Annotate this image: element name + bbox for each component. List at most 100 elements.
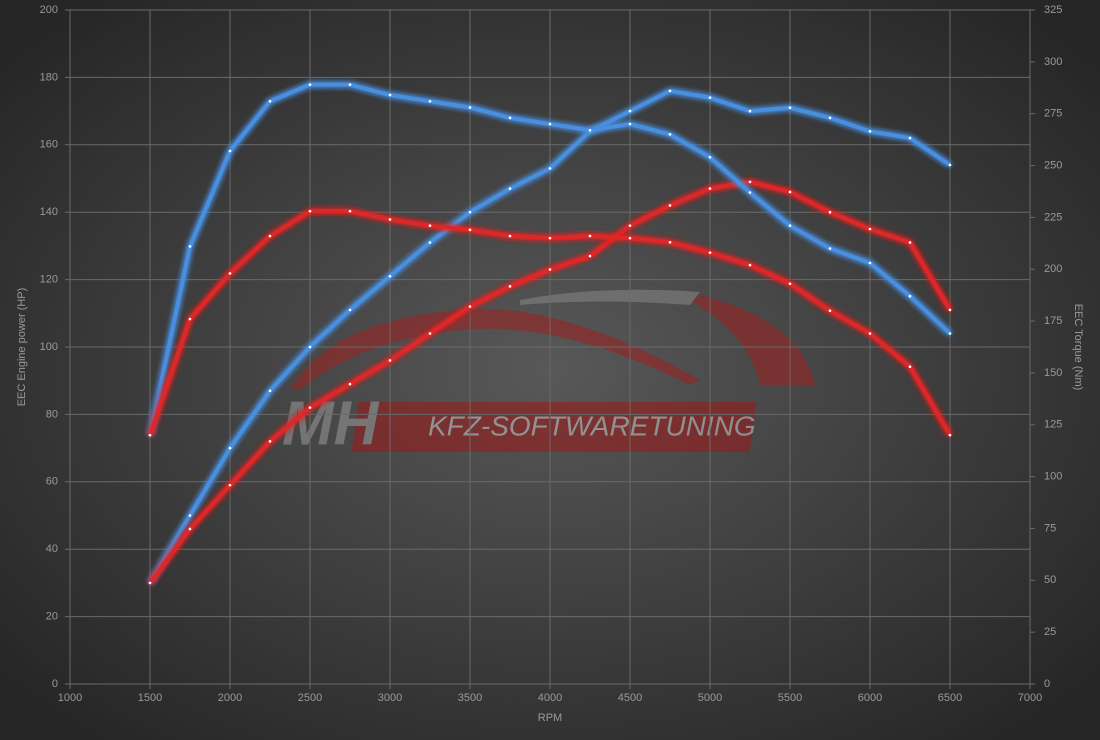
- data-point: [348, 382, 352, 386]
- data-point: [708, 155, 712, 159]
- data-point: [548, 122, 552, 126]
- data-point: [828, 309, 832, 313]
- y2-tick-label: 75: [1044, 522, 1056, 534]
- y2-tick-label: 150: [1044, 367, 1062, 379]
- data-point: [308, 83, 312, 86]
- y-tick-label: 180: [40, 71, 58, 83]
- data-point: [748, 109, 752, 113]
- data-point: [188, 317, 192, 321]
- data-point: [388, 274, 392, 278]
- data-point: [428, 224, 432, 227]
- data-point: [868, 227, 872, 231]
- data-point: [508, 187, 512, 190]
- data-point: [908, 241, 912, 244]
- data-point: [948, 308, 952, 312]
- data-point: [188, 527, 192, 531]
- data-point: [668, 133, 672, 136]
- data-point: [348, 308, 352, 312]
- x-tick-label: 5500: [778, 692, 802, 704]
- data-point: [308, 209, 312, 213]
- y2-axis-label: EEC Torque (Nm): [1072, 304, 1084, 391]
- data-point: [508, 285, 512, 288]
- data-point: [308, 345, 312, 349]
- data-point: [588, 254, 592, 258]
- y-tick-label: 80: [46, 408, 58, 420]
- y2-tick-label: 175: [1044, 315, 1062, 327]
- data-point: [228, 149, 232, 153]
- data-point: [228, 446, 232, 450]
- watermark-left: MH: [282, 389, 380, 458]
- x-axis-label: RPM: [538, 712, 562, 724]
- data-point: [228, 483, 232, 487]
- y2-tick-label: 325: [1044, 4, 1062, 16]
- data-point: [628, 122, 632, 126]
- x-tick-label: 2000: [218, 692, 242, 704]
- data-point: [268, 389, 272, 393]
- x-tick-label: 1500: [138, 692, 162, 704]
- data-point: [468, 305, 472, 308]
- data-point: [388, 93, 392, 97]
- data-point: [748, 263, 752, 267]
- data-point: [868, 130, 872, 133]
- y2-tick-label: 125: [1044, 419, 1062, 431]
- data-point: [908, 136, 912, 140]
- data-point: [748, 191, 752, 194]
- data-point: [828, 116, 832, 120]
- y2-tick-label: 0: [1044, 678, 1050, 690]
- data-point: [508, 234, 512, 238]
- data-point: [708, 96, 712, 99]
- data-point: [948, 433, 952, 437]
- y-tick-label: 140: [40, 206, 58, 218]
- y-tick-label: 200: [40, 4, 58, 16]
- x-tick-label: 7000: [1018, 692, 1042, 704]
- data-point: [628, 236, 632, 240]
- data-point: [148, 433, 152, 437]
- data-point: [268, 99, 272, 103]
- data-point: [228, 272, 232, 275]
- data-point: [628, 109, 632, 113]
- x-tick-label: 6500: [938, 692, 962, 704]
- data-point: [788, 282, 792, 286]
- y-axis-label: EEC Engine power (HP): [16, 288, 28, 407]
- data-point: [868, 332, 872, 335]
- data-point: [348, 83, 352, 86]
- data-point: [588, 128, 592, 132]
- y2-tick-label: 250: [1044, 159, 1062, 171]
- data-point: [828, 210, 832, 214]
- data-point: [828, 247, 832, 250]
- data-point: [428, 332, 432, 335]
- y2-tick-label: 100: [1044, 471, 1062, 483]
- y2-tick-label: 300: [1044, 56, 1062, 68]
- data-point: [548, 268, 552, 271]
- data-point: [788, 106, 792, 110]
- data-point: [948, 163, 952, 167]
- y-tick-label: 100: [40, 341, 58, 353]
- data-point: [948, 332, 952, 335]
- data-point: [668, 89, 672, 93]
- data-point: [268, 440, 272, 443]
- y2-tick-label: 50: [1044, 574, 1056, 586]
- data-point: [308, 406, 312, 409]
- data-point: [188, 514, 192, 517]
- data-point: [708, 251, 712, 254]
- data-point: [668, 204, 672, 207]
- x-tick-label: 6000: [858, 692, 882, 704]
- y2-tick-label: 225: [1044, 211, 1062, 223]
- x-tick-label: 2500: [298, 692, 322, 704]
- data-point: [468, 210, 472, 214]
- y-tick-label: 160: [40, 139, 58, 151]
- data-point: [468, 106, 472, 109]
- data-point: [788, 224, 792, 227]
- data-point: [188, 245, 192, 248]
- y-tick-label: 0: [52, 678, 58, 690]
- data-point: [428, 241, 432, 244]
- x-tick-label: 3500: [458, 692, 482, 704]
- y-tick-label: 20: [46, 611, 58, 623]
- x-tick-label: 4000: [538, 692, 562, 704]
- data-point: [468, 228, 472, 232]
- x-tick-label: 3000: [378, 692, 402, 704]
- data-point: [268, 234, 272, 238]
- data-point: [548, 167, 552, 170]
- data-point: [868, 261, 872, 265]
- y2-tick-label: 200: [1044, 263, 1062, 275]
